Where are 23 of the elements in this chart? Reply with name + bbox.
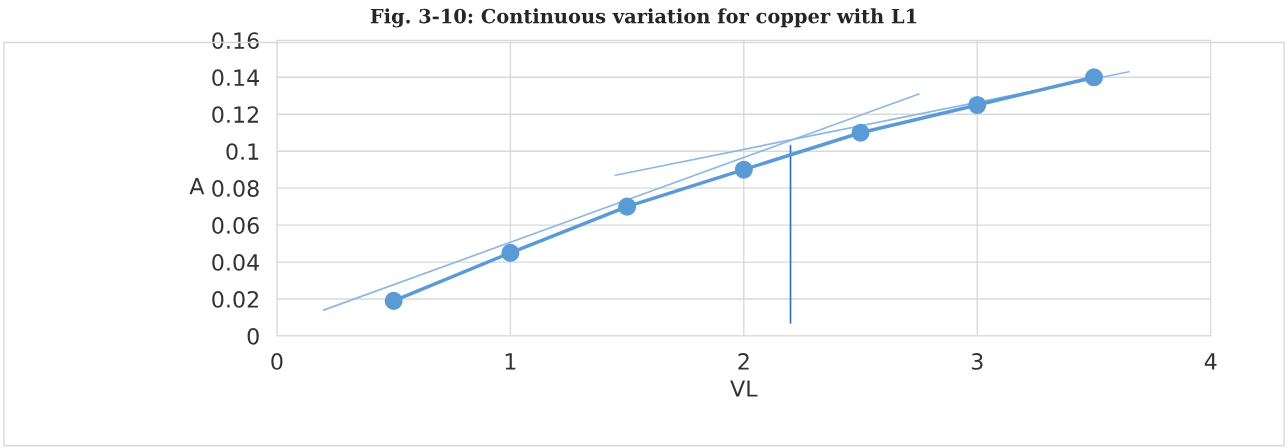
x-tick-label: 0 — [271, 353, 283, 370]
y-axis-title: A — [189, 178, 205, 195]
point — [851, 123, 870, 142]
point — [1084, 68, 1104, 87]
x-tick-label: 1 — [505, 353, 516, 370]
point — [618, 197, 637, 216]
point — [734, 160, 753, 179]
x-axis-title: VL — [730, 380, 758, 397]
y-tick-label: 0.06 — [212, 217, 259, 234]
y-tick-label: 0.1 — [226, 143, 259, 160]
y-tick-label: 0.04 — [212, 254, 260, 271]
y-tick-label: 0.12 — [212, 106, 259, 123]
point — [501, 243, 520, 262]
y-tick-label: 0.08 — [212, 180, 259, 197]
chart-title: Fig. 3-10: Continuous variation for copper with L1 — [370, 8, 917, 28]
y-tick-label: 0 — [247, 327, 259, 345]
x-tick-label: 4 — [1204, 353, 1217, 370]
y-tick-label: 0.02 — [212, 290, 259, 308]
y-tick-label: 0.14 — [212, 69, 260, 87]
x-tick-label: 2 — [738, 353, 749, 370]
x-tick-label: 3 — [971, 353, 983, 370]
point — [384, 291, 403, 310]
point — [968, 95, 987, 115]
